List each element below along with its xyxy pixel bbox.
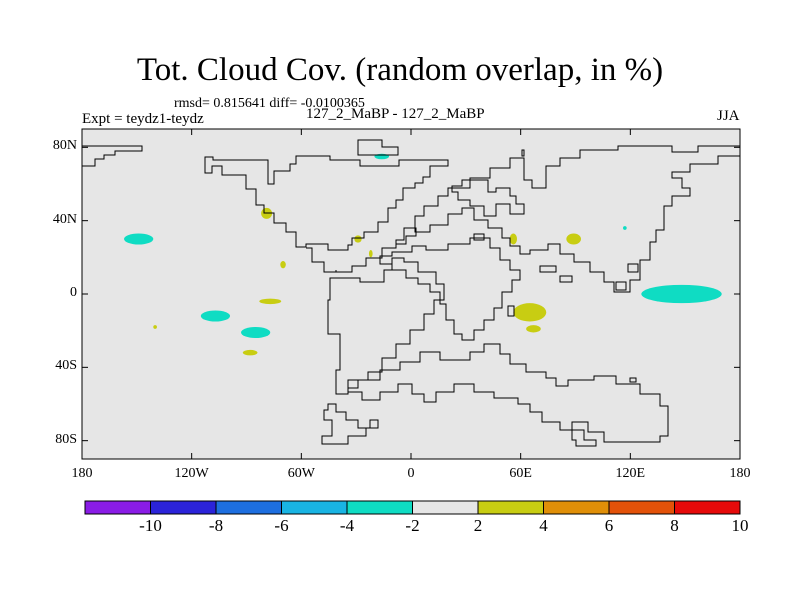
anomaly-region-6 (513, 303, 547, 322)
anomaly-layer (124, 153, 722, 356)
coastline-south-america-main (327, 257, 445, 395)
x-tick-label-2: 60W (287, 466, 315, 481)
rmsd-stats: rmsd= 0.815641 diff= -0.0100365 (174, 96, 365, 111)
y-tick-label-4: 80S (55, 431, 77, 447)
x-tick-label-1: 120W (174, 466, 209, 481)
anomaly-region-15 (153, 325, 157, 329)
anomaly-region-2 (241, 327, 271, 338)
tick-marks (81, 129, 741, 459)
y-tick-label-0: 80N (52, 138, 77, 154)
colorbar-tick-label-9: 10 (731, 516, 749, 535)
coastline-north-america (204, 155, 449, 251)
colorbar-swatch-1 (150, 500, 217, 515)
colorbar-swatch-2 (215, 500, 282, 515)
season-label: JJA (717, 108, 740, 124)
colorbar-tick-label-0: -10 (139, 516, 162, 535)
coastline-antarctic-peninsula (347, 343, 669, 443)
anomaly-region-3 (641, 284, 722, 304)
x-tick-label-0: 180 (71, 466, 93, 481)
coastline-greenland (357, 139, 399, 156)
colorbar-tick-label-3: -4 (339, 516, 355, 535)
y-tick-label-3: 40S (55, 358, 77, 374)
colorbar-swatch-7 (543, 500, 610, 515)
anomaly-region-5 (623, 226, 627, 230)
anomaly-region-0 (124, 233, 154, 245)
experiment-label: Expt = teydz1-teydz (82, 111, 204, 127)
coastline-arctic-north-america (82, 145, 143, 167)
colorbar-swatch-3 (281, 500, 348, 515)
colorbar-swatch-4 (346, 500, 413, 515)
colorbar-swatch-8 (608, 500, 675, 515)
anomaly-region-9 (259, 298, 282, 305)
y-tick-label-2: 0 (70, 285, 77, 300)
coastline-madagascar (507, 305, 515, 317)
coastline-africa (379, 237, 521, 341)
colorbar-tick-label-5: 2 (473, 516, 483, 535)
map-background (82, 129, 740, 459)
anomaly-region-7 (566, 233, 581, 245)
anomaly-region-14 (280, 261, 286, 269)
coastlines (82, 139, 741, 447)
colorbar-tick-label-6: 4 (539, 516, 548, 535)
x-tick-label-6: 180 (729, 466, 751, 481)
anomaly-region-12 (509, 233, 518, 245)
coastline-antarctica-east (571, 429, 597, 447)
y-tick-label-1: 40N (52, 211, 77, 227)
anomaly-region-13 (526, 325, 541, 333)
colorbar-tick-label-7: 6 (604, 516, 614, 535)
anomaly-region-16 (368, 250, 373, 258)
colorbar-tick-label-8: 8 (670, 516, 679, 535)
colorbar-tick-label-2: -6 (274, 516, 289, 535)
anomaly-region-10 (242, 349, 258, 356)
colorbar-swatch-5 (412, 500, 479, 515)
comparison-label: 127_2_MaBP - 127_2_MaBP (306, 106, 485, 122)
x-tick-label-3: 0 (407, 466, 415, 481)
anomaly-region-11 (354, 235, 362, 243)
coastline-europe (451, 179, 525, 217)
colorbar-swatch-9 (674, 500, 741, 515)
coastline-antarctica-west (321, 403, 379, 445)
anomaly-region-1 (200, 310, 231, 322)
coastline-small-islands (473, 149, 639, 383)
colorbar-tick-label-1: -8 (208, 516, 224, 535)
coastline-south-america (330, 227, 417, 273)
plot-area (81, 128, 741, 460)
colorbar-swatch-0 (84, 500, 151, 515)
colorbar-swatch-6 (477, 500, 544, 515)
chart-title: Tot. Cloud Cov. (random overlap, in %) (136, 52, 664, 88)
coastline-eurasia (414, 145, 741, 293)
x-tick-label-5: 120E (615, 466, 646, 481)
colorbar (84, 500, 741, 515)
colorbar-tick-label-4: -2 (405, 516, 420, 535)
x-tick-label-4: 60E (509, 466, 532, 481)
